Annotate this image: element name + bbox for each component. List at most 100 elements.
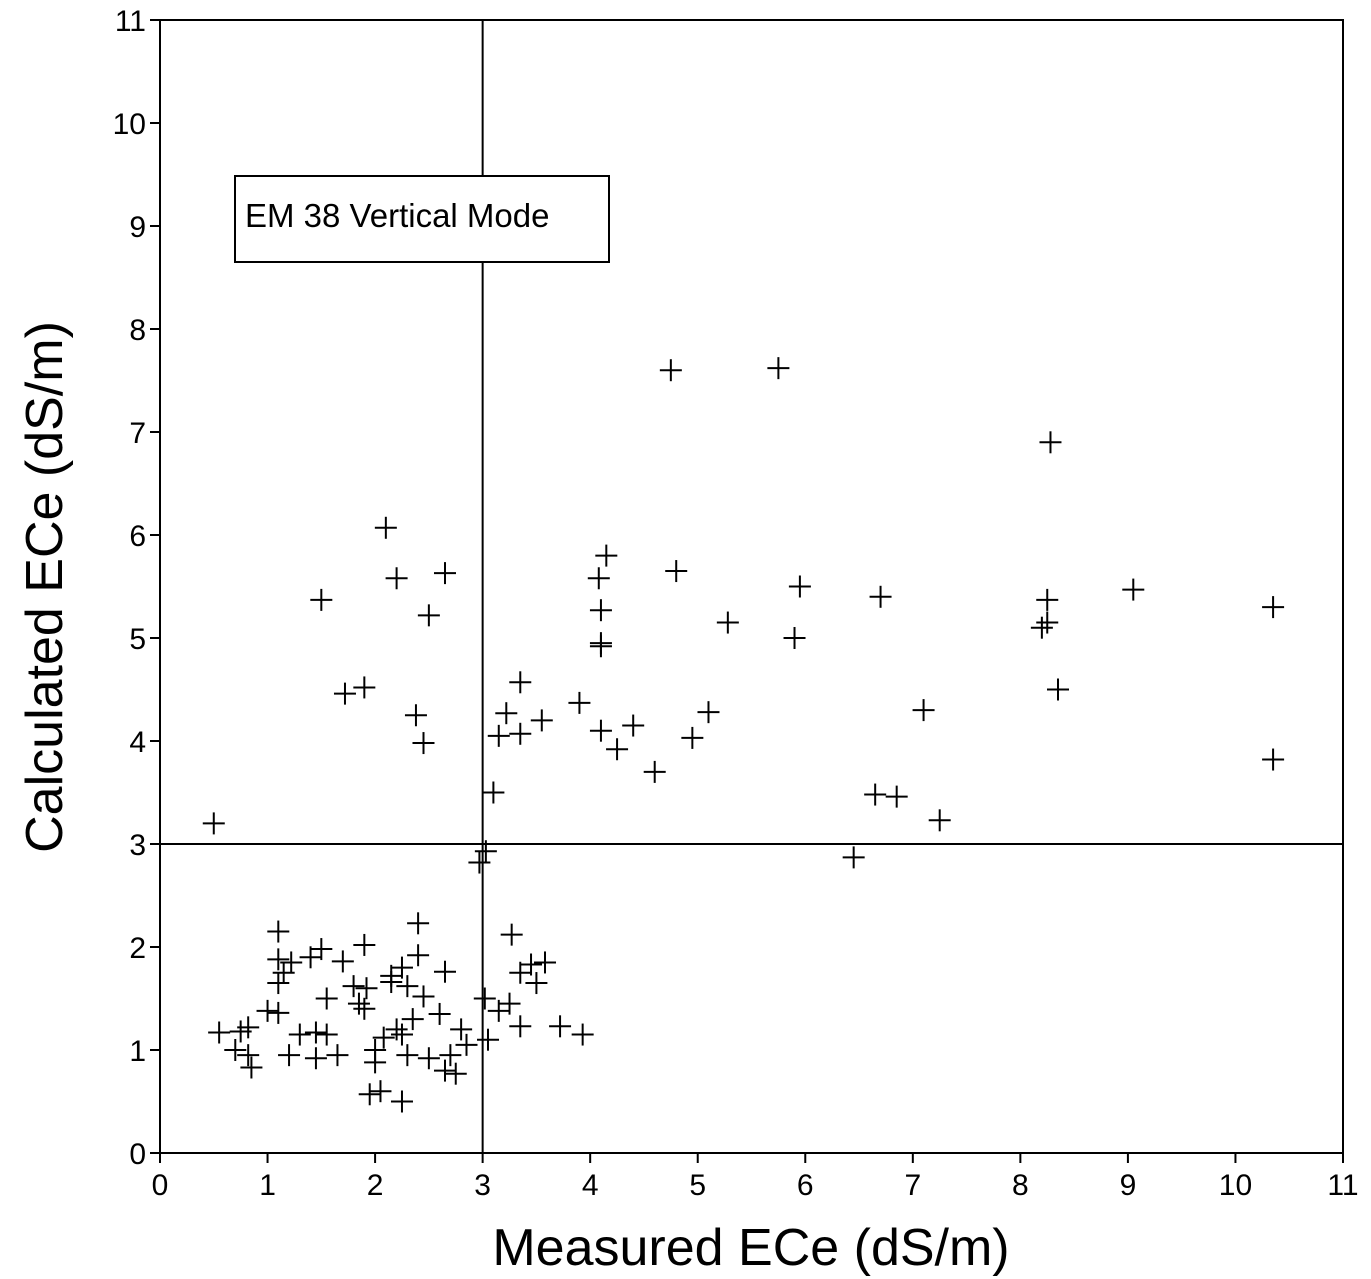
data-point bbox=[299, 946, 322, 969]
data-point bbox=[681, 726, 704, 749]
data-point bbox=[1039, 431, 1062, 454]
y-tick-label: 0 bbox=[129, 1138, 146, 1171]
data-point bbox=[267, 920, 290, 943]
data-point bbox=[1036, 588, 1059, 611]
data-point bbox=[509, 722, 532, 745]
data-point bbox=[428, 1002, 451, 1025]
data-point bbox=[256, 999, 279, 1022]
data-point bbox=[390, 1023, 413, 1046]
data-point bbox=[474, 840, 497, 863]
data-point bbox=[587, 567, 610, 590]
data-point bbox=[372, 1026, 395, 1049]
data-point bbox=[589, 599, 612, 622]
data-point bbox=[433, 1059, 456, 1082]
x-tick-label: 10 bbox=[1219, 1169, 1252, 1202]
data-point bbox=[272, 961, 295, 984]
data-point bbox=[468, 851, 491, 874]
y-tick-label: 3 bbox=[129, 829, 146, 862]
data-point bbox=[208, 1021, 231, 1044]
data-point bbox=[697, 701, 720, 724]
data-point bbox=[665, 560, 688, 583]
x-tick-label: 8 bbox=[1012, 1169, 1029, 1202]
data-point bbox=[369, 1080, 392, 1103]
data-point bbox=[353, 676, 376, 699]
data-point bbox=[606, 738, 629, 761]
data-point bbox=[331, 950, 354, 973]
data-point bbox=[643, 760, 666, 783]
y-axis-title: Calculated ECe (dS/m) bbox=[16, 321, 74, 853]
x-tick-label: 6 bbox=[797, 1169, 814, 1202]
data-point bbox=[482, 781, 505, 804]
x-tick-label: 4 bbox=[582, 1169, 599, 1202]
annotation-label: EM 38 Vertical Mode bbox=[245, 197, 549, 234]
x-tick-label: 7 bbox=[904, 1169, 921, 1202]
data-point bbox=[509, 961, 532, 984]
y-tick-label: 7 bbox=[129, 417, 146, 450]
y-tick-label: 4 bbox=[129, 726, 146, 759]
data-point bbox=[404, 704, 427, 727]
x-tick-label: 11 bbox=[1327, 1169, 1358, 1202]
data-point bbox=[304, 1021, 327, 1044]
data-point bbox=[571, 1023, 594, 1046]
data-point bbox=[509, 1015, 532, 1038]
y-tick-label: 1 bbox=[129, 1035, 146, 1068]
y-tick-label: 10 bbox=[113, 108, 146, 141]
data-point bbox=[1047, 678, 1070, 701]
data-point bbox=[869, 585, 892, 608]
data-point bbox=[716, 611, 739, 634]
data-point bbox=[417, 604, 440, 627]
data-point bbox=[412, 985, 435, 1008]
data-point bbox=[595, 544, 618, 567]
data-point bbox=[928, 809, 951, 832]
data-point bbox=[401, 1008, 424, 1031]
data-point bbox=[380, 971, 403, 994]
data-point bbox=[353, 933, 376, 956]
data-point bbox=[864, 783, 887, 806]
data-point bbox=[374, 516, 397, 539]
data-point bbox=[433, 960, 456, 983]
y-tick-label: 11 bbox=[115, 5, 146, 38]
data-point bbox=[355, 977, 378, 1000]
data-point bbox=[912, 699, 935, 722]
data-point bbox=[622, 714, 645, 737]
data-point bbox=[589, 719, 612, 742]
data-point bbox=[364, 1051, 387, 1074]
data-point bbox=[568, 691, 591, 714]
data-point bbox=[509, 671, 532, 694]
data-point bbox=[407, 944, 430, 967]
data-point bbox=[347, 992, 370, 1015]
data-point bbox=[385, 567, 408, 590]
data-point bbox=[288, 1023, 311, 1046]
data-point bbox=[315, 987, 338, 1010]
data-point bbox=[310, 588, 333, 611]
legend-box: EM 38 Vertical Mode bbox=[234, 175, 610, 263]
y-tick-label: 6 bbox=[129, 520, 146, 553]
data-point bbox=[267, 948, 290, 971]
data-point bbox=[202, 812, 225, 835]
x-tick-label: 5 bbox=[689, 1169, 706, 1202]
x-axis: 0 1 2 3 4 5 6 7 8 9 10 11 bbox=[152, 1153, 1359, 1202]
data-point bbox=[240, 1056, 263, 1079]
data-point bbox=[783, 627, 806, 649]
data-point bbox=[589, 635, 612, 658]
data-point bbox=[390, 1090, 413, 1113]
data-point bbox=[444, 1062, 467, 1085]
y-tick-label: 2 bbox=[129, 932, 146, 965]
data-point bbox=[333, 682, 356, 705]
data-point bbox=[439, 1044, 462, 1067]
x-tick-label: 1 bbox=[259, 1169, 276, 1202]
data-point bbox=[407, 912, 430, 935]
data-point bbox=[842, 846, 865, 869]
x-tick-label: 3 bbox=[474, 1169, 491, 1202]
data-point bbox=[224, 1039, 247, 1061]
data-point bbox=[477, 1028, 500, 1051]
data-point bbox=[1030, 616, 1053, 639]
data-point bbox=[767, 357, 790, 380]
data-point bbox=[237, 1044, 260, 1067]
data-point bbox=[267, 972, 290, 995]
data-point bbox=[1036, 611, 1059, 634]
data-point bbox=[549, 1015, 572, 1038]
data-point bbox=[534, 951, 557, 974]
data-point bbox=[390, 956, 413, 979]
